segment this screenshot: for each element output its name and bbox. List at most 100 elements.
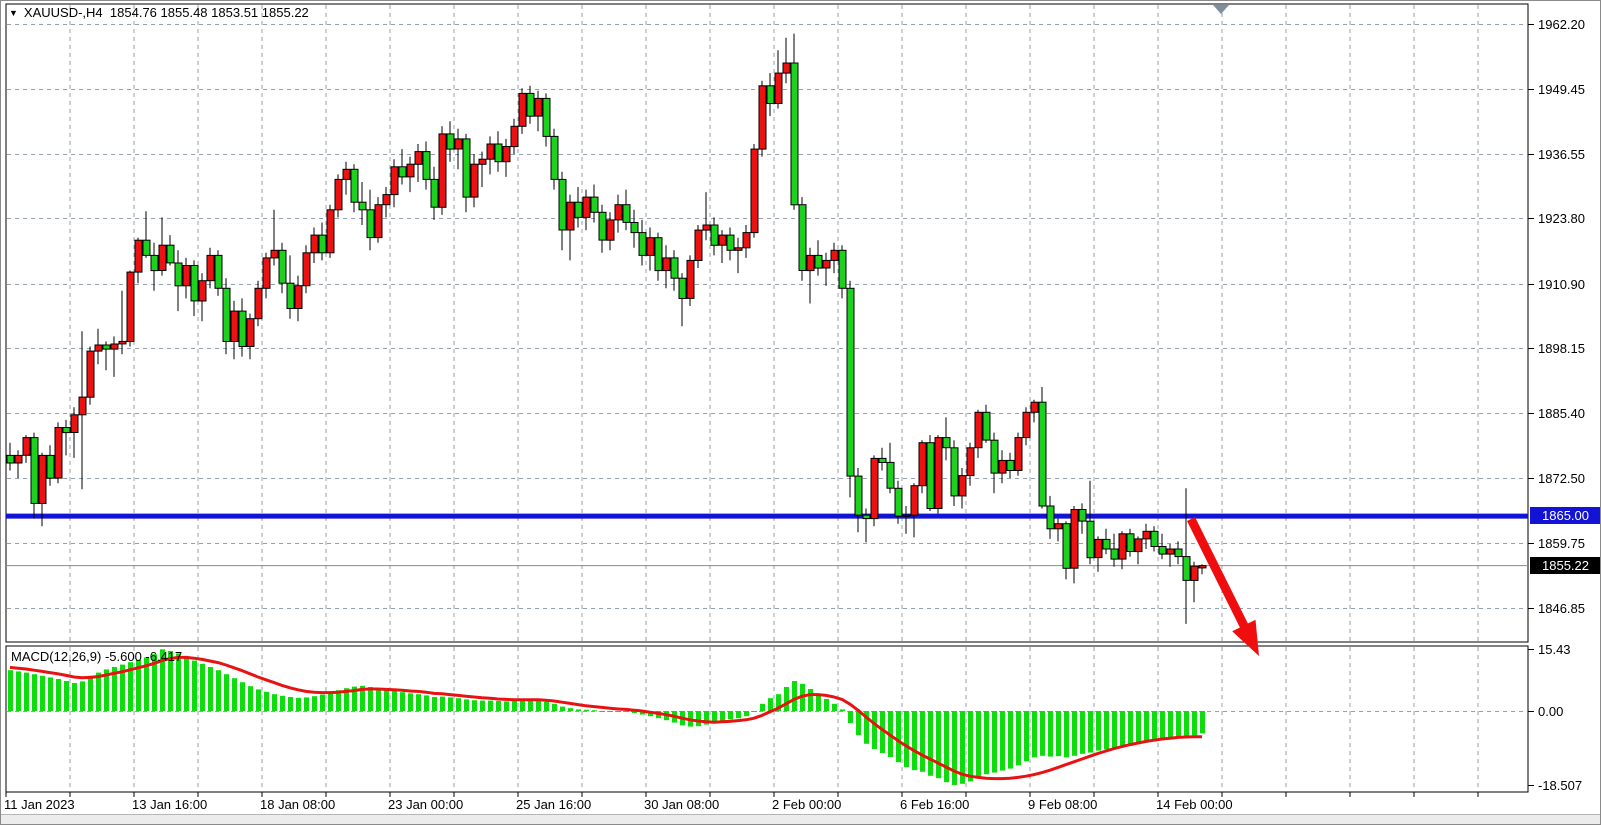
macd-bar: [16, 671, 21, 711]
macd-bar: [40, 675, 45, 711]
macd-bar: [952, 711, 957, 785]
macd-bar: [312, 696, 317, 711]
macd-bar: [808, 689, 813, 711]
candle: [334, 178, 343, 211]
candle: [718, 234, 727, 246]
price-tick-label: 1923.80: [1538, 210, 1585, 226]
macd-bar: [32, 674, 37, 711]
candle: [358, 201, 367, 211]
candle: [1166, 548, 1175, 555]
candle: [662, 257, 671, 272]
macd-panel[interactable]: [5, 645, 1529, 793]
chart-title: ▼ XAUUSD-,H4 1854.76 1855.48 1853.51 1855…: [9, 5, 309, 20]
candle: [174, 262, 183, 287]
macd-bar: [600, 711, 605, 712]
candle: [126, 271, 135, 343]
candle: [22, 437, 31, 456]
candle: [670, 257, 679, 279]
price-tick-label: 1949.45: [1538, 81, 1585, 97]
candle: [190, 265, 199, 302]
price-tick-label: 1910.90: [1538, 276, 1585, 292]
macd-bar: [912, 711, 917, 771]
candle: [134, 239, 143, 273]
candle: [1182, 556, 1191, 581]
macd-bar: [504, 701, 509, 711]
candle: [78, 396, 87, 416]
candle: [846, 287, 855, 477]
candle: [1030, 401, 1039, 413]
macd-bar: [96, 672, 101, 711]
macd-bar: [200, 663, 205, 711]
macd-bar: [816, 694, 821, 711]
macd-bar: [408, 693, 413, 711]
candle: [318, 234, 327, 254]
macd-bar: [624, 711, 629, 712]
macd-bar: [1112, 711, 1117, 749]
price-tick-label: 1859.75: [1538, 535, 1585, 551]
macd-bar: [384, 690, 389, 711]
candle: [6, 454, 15, 464]
macd-bar: [1000, 711, 1005, 771]
candle: [622, 204, 631, 223]
macd-bar: [264, 691, 269, 711]
macd-bar: [520, 699, 525, 711]
macd-bar: [544, 701, 549, 711]
macd-bar: [1168, 711, 1173, 739]
candle: [782, 62, 791, 74]
candle: [806, 254, 815, 272]
time-tick-label: 18 Jan 08:00: [260, 797, 336, 812]
candle: [502, 146, 511, 163]
macd-bar: [344, 688, 349, 711]
macd-bar: [568, 708, 573, 711]
price-tick-label: 1846.85: [1538, 600, 1585, 616]
macd-bar: [296, 697, 301, 711]
candle: [54, 427, 63, 479]
macd-bar: [608, 711, 613, 712]
scroll-marker-icon[interactable]: [1213, 5, 1229, 14]
macd-bar: [64, 681, 69, 711]
candle: [1158, 546, 1167, 555]
candle: [982, 411, 991, 441]
macd-bar: [176, 653, 181, 711]
ohlc-high: 1855.48: [160, 5, 208, 20]
candle: [238, 310, 247, 348]
candle: [1190, 565, 1199, 581]
price-tick-label: 1936.55: [1538, 146, 1585, 162]
candle: [110, 343, 119, 350]
symbol-dropdown-icon[interactable]: ▼: [9, 8, 18, 18]
candle: [686, 259, 695, 299]
price-tick-label: 1962.20: [1538, 16, 1585, 32]
macd-values: -5.600 -6.417: [104, 649, 183, 664]
candle: [414, 151, 423, 165]
macd-bar: [360, 685, 365, 711]
macd-bar: [440, 696, 445, 711]
macd-bar: [272, 694, 277, 711]
macd-bar: [232, 678, 237, 711]
macd-bar: [856, 711, 861, 735]
macd-bar: [552, 703, 557, 711]
candle: [390, 166, 399, 196]
macd-bar: [120, 664, 125, 711]
main-price-panel[interactable]: [5, 3, 1529, 643]
candle: [406, 163, 415, 178]
candle: [798, 204, 807, 271]
ohlc-close: 1855.22: [261, 5, 309, 20]
macd-bar: [512, 701, 517, 711]
macd-bar: [968, 711, 973, 782]
macd-bar: [392, 691, 397, 711]
macd-bar: [112, 667, 117, 711]
candle: [430, 178, 439, 208]
candle: [222, 287, 231, 342]
candle: [382, 194, 391, 206]
trend-arrow[interactable]: [1187, 517, 1259, 656]
macd-bar: [488, 700, 493, 711]
candle: [142, 239, 151, 256]
candle: [510, 125, 519, 148]
macd-bar: [208, 667, 213, 711]
candle: [326, 209, 335, 254]
macd-bar: [696, 711, 701, 727]
candle: [262, 257, 271, 289]
candle: [958, 475, 967, 497]
